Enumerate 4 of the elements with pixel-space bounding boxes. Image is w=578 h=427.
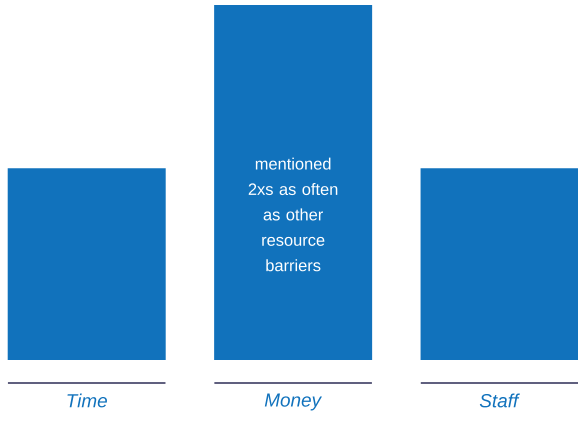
- x-tick-label: Time: [67, 394, 107, 408]
- annotation: mentioned 2xs as often as other resource barriers: [248, 158, 338, 272]
- x-tick-label: Money: [264, 394, 322, 410]
- x-tick-label: Staff: [480, 394, 520, 408]
